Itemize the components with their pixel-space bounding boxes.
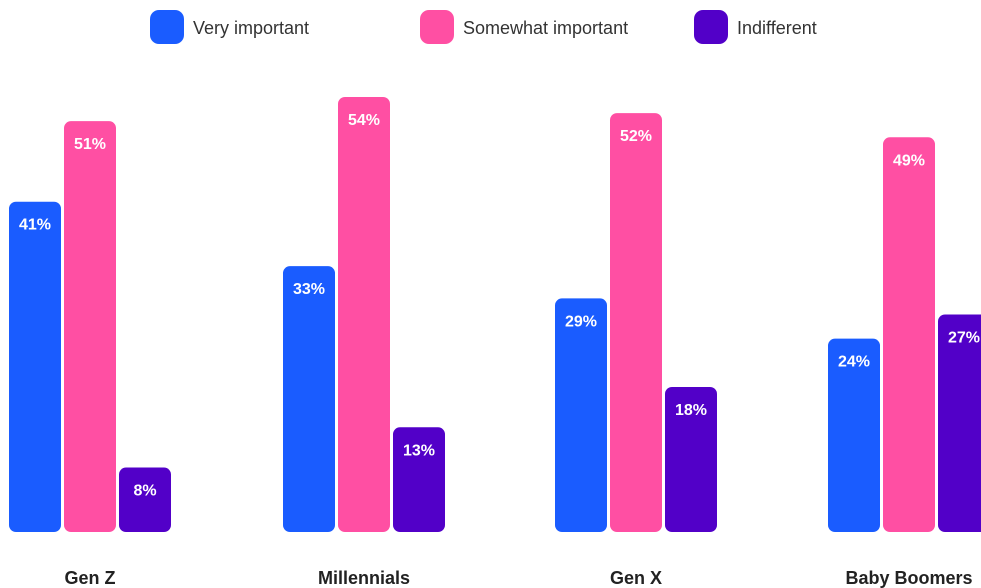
bar-gen-x-very-important xyxy=(555,298,607,532)
bar-group-gen-z: 41% 51% 8% xyxy=(9,121,171,533)
bar-label-baby-boomers-somewhat-important: 49% xyxy=(893,152,925,169)
bar-label-gen-z-somewhat-important: 51% xyxy=(74,136,106,153)
category-labels: Gen Z Millennials Gen X Baby Boomers xyxy=(64,568,972,588)
legend-swatch-very-important xyxy=(150,10,184,44)
bar-gen-z-very-important xyxy=(9,201,61,532)
legend-label-somewhat-important: Somewhat important xyxy=(463,18,628,38)
legend-swatch-indifferent xyxy=(694,10,728,44)
bar-baby-boomers-indifferent xyxy=(938,314,981,532)
category-label-baby-boomers: Baby Boomers xyxy=(845,568,972,588)
chart-legend: Very important Somewhat important Indiffer… xyxy=(150,10,817,44)
bar-group-baby-boomers: 24% 49% 27% xyxy=(828,137,981,532)
bar-label-gen-x-very-important: 29% xyxy=(565,313,597,330)
bar-gen-x-somewhat-important xyxy=(610,113,662,532)
bar-group-millennials: 33% 54% 13% xyxy=(283,97,445,532)
bar-label-baby-boomers-very-important: 24% xyxy=(838,354,870,371)
bar-group-gen-x: 29% 52% 18% xyxy=(555,113,717,532)
bar-gen-z-indifferent xyxy=(119,467,171,532)
bar-label-gen-x-indifferent: 18% xyxy=(675,402,707,419)
bar-gen-x-indifferent xyxy=(665,387,717,532)
bar-baby-boomers-somewhat-important xyxy=(883,137,935,532)
bar-millennials-very-important xyxy=(283,266,335,532)
legend-item-somewhat-important: Somewhat important xyxy=(420,10,628,44)
bar-label-gen-x-somewhat-important: 52% xyxy=(620,128,652,145)
bar-label-gen-z-very-important: 41% xyxy=(19,217,51,234)
legend-label-very-important: Very important xyxy=(193,18,309,38)
legend-swatch-somewhat-important xyxy=(420,10,454,44)
bar-label-millennials-somewhat-important: 54% xyxy=(348,112,380,129)
category-label-millennials: Millennials xyxy=(318,568,410,588)
bar-millennials-indifferent xyxy=(393,427,445,532)
bar-label-baby-boomers-indifferent: 27% xyxy=(948,330,980,347)
category-label-gen-x: Gen X xyxy=(610,568,662,588)
category-label-gen-z: Gen Z xyxy=(64,568,115,588)
bar-label-gen-z-indifferent: 8% xyxy=(133,483,156,500)
bar-baby-boomers-very-important xyxy=(828,338,880,532)
legend-item-indifferent: Indifferent xyxy=(694,10,817,44)
bar-groups: 41% 51% 8% 33% 54% 13% 29% 52% 18% 24% 49% 27% xyxy=(9,97,981,533)
bar-label-millennials-indifferent: 13% xyxy=(403,442,435,459)
bar-label-millennials-very-important: 33% xyxy=(293,281,325,298)
bar-gen-z-somewhat-important xyxy=(64,121,116,533)
legend-label-indifferent: Indifferent xyxy=(737,18,817,38)
bar-millennials-somewhat-important xyxy=(338,97,390,532)
legend-item-very-important: Very important xyxy=(150,10,309,44)
